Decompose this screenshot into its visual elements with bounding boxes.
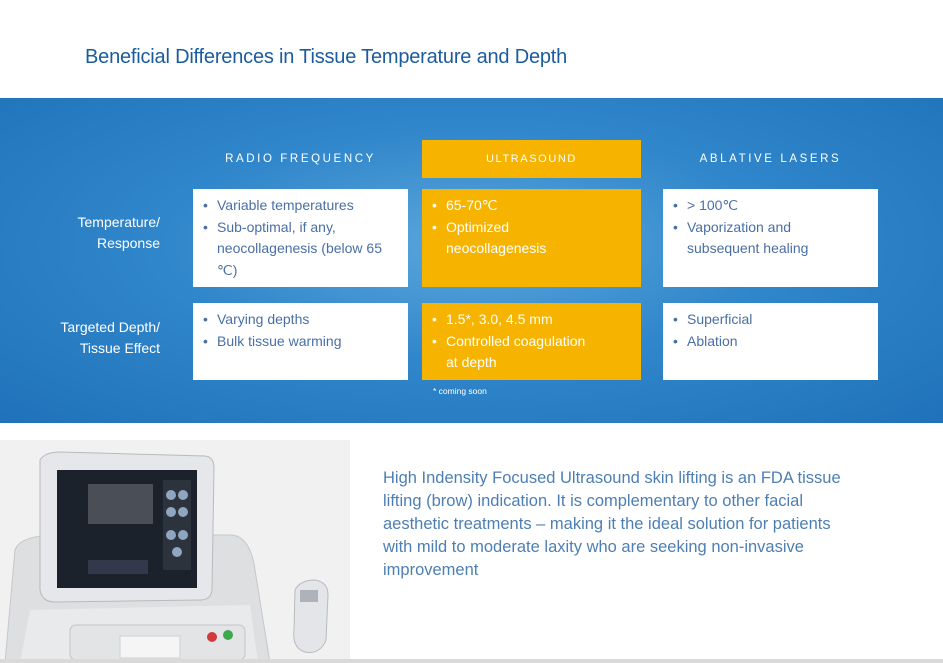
row-label-line: Response [96, 235, 160, 251]
list-item: Variable temperatures [203, 195, 398, 217]
column-header-radio-frequency: RADIO FREQUENCY [225, 153, 376, 165]
page-title: Beneficial Differences in Tissue Tempera… [85, 46, 568, 68]
row-label-line: Targeted Depth/ [60, 319, 160, 335]
row-label-temperature: Temperature/ Response [40, 212, 160, 254]
list-item: Ablation [673, 331, 868, 353]
cell-al-depth: Superficial Ablation [663, 303, 878, 380]
column-header-ultrasound: ULTRASOUND [422, 140, 641, 178]
description-paragraph: High Indensity Focused Ultrasound skin l… [383, 469, 841, 579]
list-item: Controlled coagulation at depth [432, 331, 596, 374]
row-label-depth: Targeted Depth/ Tissue Effect [40, 317, 160, 359]
cell-al-temperature: > 100℃ Vaporization and subsequent heali… [663, 189, 878, 287]
list-item: Sub-optimal, if any, neocollagenesis (be… [203, 217, 398, 282]
row-label-line: Temperature/ [77, 214, 160, 230]
bottom-divider [0, 659, 943, 663]
row-label-line: Tissue Effect [79, 340, 160, 356]
list-item: 65-70℃ [432, 195, 631, 217]
list-item: > 100℃ [673, 195, 868, 217]
cell-us-depth: 1.5*, 3.0, 4.5 mm Controlled coagulation… [422, 303, 641, 380]
ultrasound-device-image [0, 440, 350, 663]
footnote: * coming soon [433, 386, 487, 396]
list-item: 1.5*, 3.0, 4.5 mm [432, 309, 631, 331]
list-item: Bulk tissue warming [203, 331, 398, 353]
list-item: Superficial [673, 309, 868, 331]
cell-rf-depth: Varying depths Bulk tissue warming [193, 303, 408, 380]
list-item: Vaporization and subsequent healing [673, 217, 837, 260]
cell-rf-temperature: Variable temperatures Sub-optimal, if an… [193, 189, 408, 287]
cell-us-temperature: 65-70℃ Optimized neocollagenesis [422, 189, 641, 287]
column-header-ablative-lasers: ABLATIVE LASERS [699, 153, 842, 165]
list-item: Optimized neocollagenesis [432, 217, 566, 260]
list-item: Varying depths [203, 309, 398, 331]
